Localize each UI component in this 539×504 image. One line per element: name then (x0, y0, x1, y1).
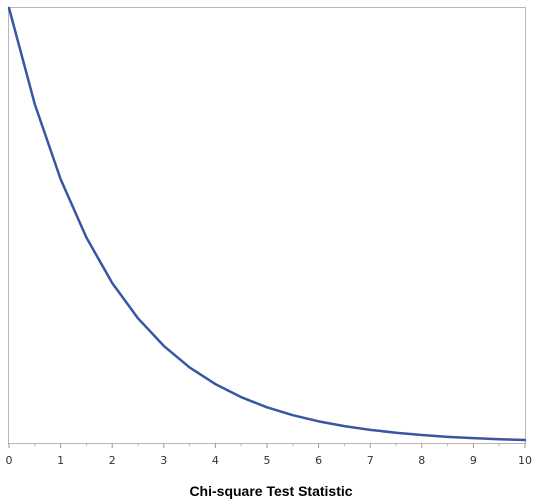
x-tick-label: 6 (315, 454, 322, 467)
x-tick-label: 2 (109, 454, 116, 467)
x-tick-label: 4 (212, 454, 219, 467)
x-tick-label: 0 (6, 454, 13, 467)
x-tick-label: 3 (160, 454, 167, 467)
x-axis-title: Chi-square Test Statistic (189, 483, 352, 499)
x-tick-label: 8 (418, 454, 425, 467)
x-axis-ticks (8, 443, 526, 448)
x-tick-label: 5 (264, 454, 271, 467)
density-curve (7, 6, 527, 442)
x-tick-label: 1 (57, 454, 64, 467)
plot-frame (8, 7, 526, 444)
x-tick-label: 10 (518, 454, 532, 467)
x-axis-tick-labels: 0 1 2 3 4 5 6 7 8 9 10 (6, 454, 533, 467)
x-tick-label: 9 (470, 454, 477, 467)
x-tick-label: 7 (367, 454, 374, 467)
